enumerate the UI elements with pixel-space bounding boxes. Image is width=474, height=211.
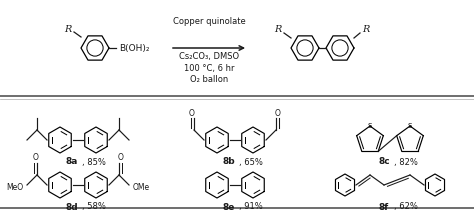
Text: B(OH)₂: B(OH)₂ xyxy=(119,43,149,53)
Text: 8f: 8f xyxy=(379,203,389,211)
Text: , 58%: , 58% xyxy=(82,203,106,211)
Text: Copper quinolate: Copper quinolate xyxy=(173,18,246,27)
Text: Cs₂CO₃, DMSO: Cs₂CO₃, DMSO xyxy=(179,53,239,61)
Text: 8b: 8b xyxy=(223,157,235,166)
Text: OMe: OMe xyxy=(133,183,150,192)
Text: , 65%: , 65% xyxy=(239,157,263,166)
Text: R: R xyxy=(64,26,72,35)
Text: O: O xyxy=(118,153,123,162)
Text: O₂ ballon: O₂ ballon xyxy=(190,74,228,84)
Text: , 82%: , 82% xyxy=(394,157,418,166)
Text: 100 °C, 6 hr: 100 °C, 6 hr xyxy=(184,64,234,73)
Text: S: S xyxy=(368,123,372,129)
Text: S: S xyxy=(408,123,412,129)
Text: , 62%: , 62% xyxy=(394,203,418,211)
Text: , 85%: , 85% xyxy=(82,157,106,166)
Text: MeO: MeO xyxy=(6,183,23,192)
Text: R: R xyxy=(274,26,282,35)
Text: 8a: 8a xyxy=(66,157,78,166)
Text: O: O xyxy=(189,108,195,118)
Text: O: O xyxy=(275,108,281,118)
Text: 8c: 8c xyxy=(378,157,390,166)
Text: 8d: 8d xyxy=(66,203,78,211)
Text: O: O xyxy=(33,153,38,162)
Text: R: R xyxy=(362,26,370,35)
Text: 8e: 8e xyxy=(223,203,235,211)
Text: , 91%: , 91% xyxy=(239,203,263,211)
